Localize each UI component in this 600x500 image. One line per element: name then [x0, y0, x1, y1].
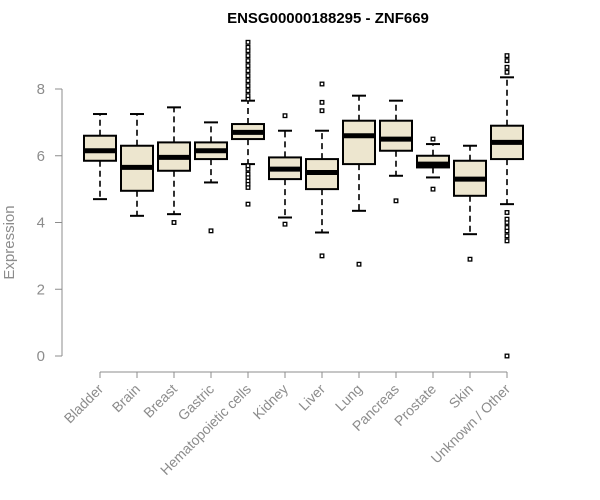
x-tick-label: Kidney — [250, 381, 292, 423]
outlier-point — [319, 253, 325, 259]
outlier-point — [245, 39, 251, 45]
outlier-point — [282, 113, 288, 119]
outlier-point — [319, 99, 325, 105]
outlier-point — [245, 53, 251, 59]
outlier-point — [245, 201, 251, 207]
outlier-point — [245, 78, 251, 84]
box-group — [305, 81, 339, 259]
outlier-point — [245, 93, 251, 99]
outlier-point — [430, 136, 436, 142]
outlier-point — [393, 198, 399, 204]
x-tick-label: Prostate — [391, 381, 439, 429]
box — [342, 119, 376, 166]
outlier-point — [504, 238, 510, 244]
box-plot-series — [83, 39, 524, 359]
box — [379, 119, 413, 152]
x-tick-label: Breast — [140, 381, 180, 421]
x-tick-label: Brain — [109, 381, 143, 415]
outlier-point — [319, 81, 325, 87]
y-axis: 0 2 4 6 8 — [37, 81, 63, 365]
outlier-point — [356, 261, 362, 267]
outlier-point — [245, 83, 251, 89]
outlier-point — [245, 171, 251, 177]
outlier-point — [504, 225, 510, 230]
box-group — [490, 53, 524, 359]
outlier-point — [245, 73, 251, 79]
x-tick-label: Liver — [295, 381, 328, 414]
outlier-point — [430, 186, 436, 192]
outlier-point — [282, 221, 288, 227]
box — [416, 154, 450, 169]
y-tick-label: 0 — [37, 348, 45, 365]
outlier-point — [245, 68, 251, 74]
y-axis-label: Expression — [1, 205, 18, 279]
outlier-point — [504, 64, 510, 70]
outlier-point — [504, 353, 510, 359]
y-tick-label: 2 — [37, 281, 45, 298]
outlier-point — [245, 88, 251, 94]
y-tick-label: 4 — [37, 215, 45, 232]
outlier-point — [319, 108, 325, 114]
outlier-point — [504, 69, 510, 75]
outlier-point — [245, 58, 251, 64]
chart-title: ENSG00000188295 - ZNF669 — [227, 10, 429, 27]
outlier-point — [504, 216, 510, 222]
box-group — [453, 144, 487, 262]
outlier-point — [504, 53, 510, 59]
outlier-point — [467, 256, 473, 262]
y-tick-label: 8 — [37, 81, 45, 98]
box-group — [268, 113, 302, 227]
box-group — [416, 136, 450, 192]
x-tick-label: Lung — [332, 381, 365, 414]
outlier-point — [245, 163, 251, 169]
outlier-point — [245, 44, 251, 50]
x-tick-label: Bladder — [61, 381, 107, 427]
outlier-point — [208, 228, 214, 234]
y-tick-label: 6 — [37, 148, 45, 165]
x-tick-label: Skin — [446, 381, 477, 412]
outlier-point — [504, 58, 510, 64]
outlier-point — [245, 63, 251, 69]
box-group — [157, 106, 191, 225]
box-group — [120, 113, 154, 217]
box — [83, 134, 117, 162]
outlier-point — [504, 210, 510, 215]
box-group — [194, 121, 228, 234]
outlier-point — [504, 233, 510, 239]
outlier-point — [171, 220, 177, 225]
box-group — [379, 99, 413, 204]
box-group — [83, 113, 117, 201]
box-group — [231, 39, 265, 207]
box-group — [342, 94, 376, 267]
